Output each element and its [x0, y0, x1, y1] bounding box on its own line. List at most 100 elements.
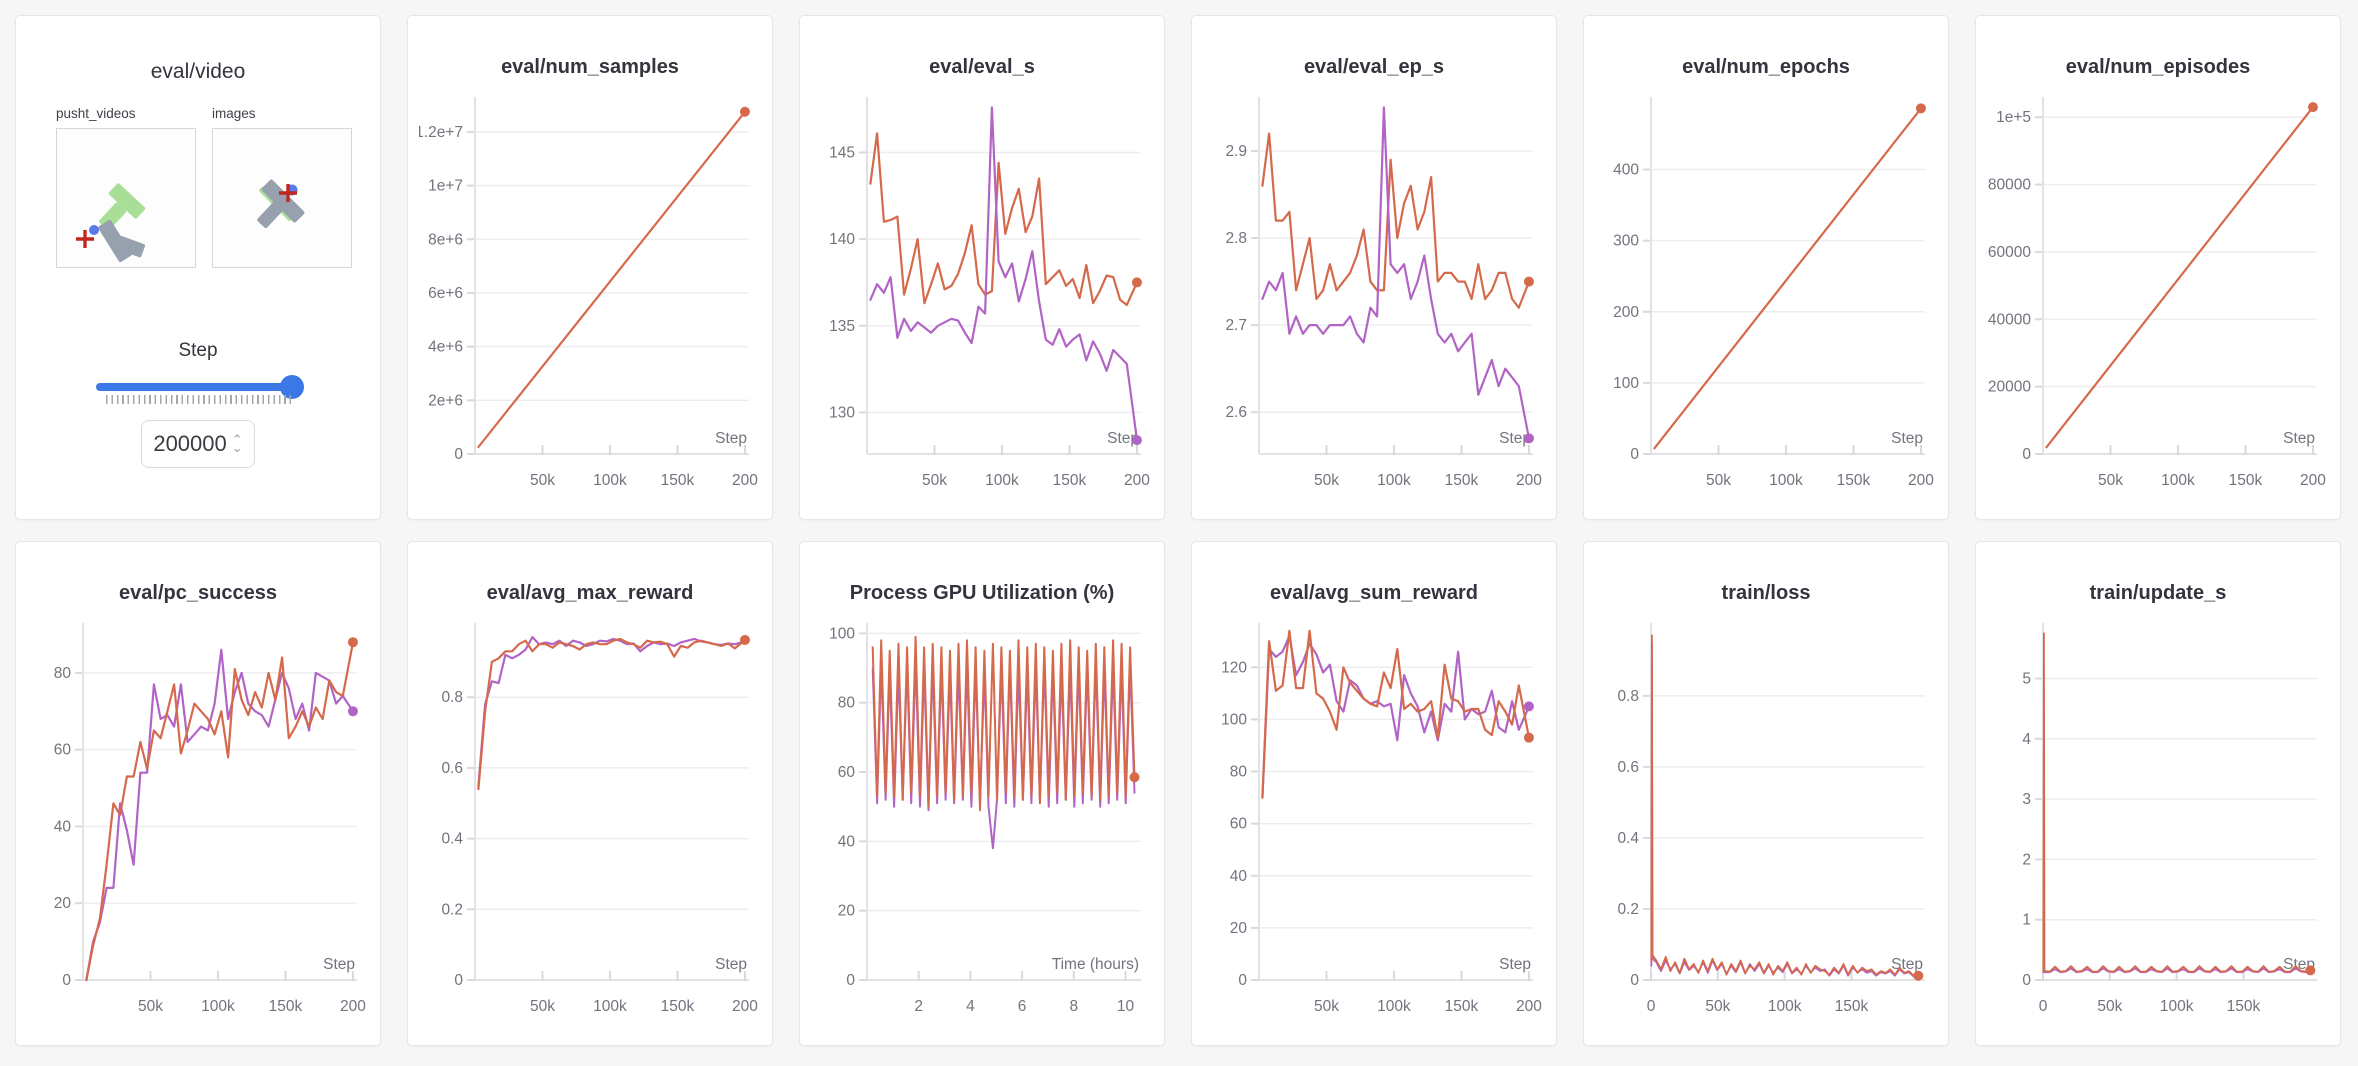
chart-canvas-eval-eval-ep-s[interactable]: 2.6 2.7 2.8 2.9 50k 100k 150k 200 Step [1203, 83, 1545, 508]
step-input-box[interactable]: 200000 ⌃ ⌄ [141, 420, 255, 468]
agent-dot [89, 225, 99, 235]
stepper-up-icon[interactable]: ⌃ [231, 432, 243, 447]
svg-text:2: 2 [914, 998, 923, 1015]
svg-text:0: 0 [62, 972, 71, 989]
svg-text:0.2: 0.2 [1617, 901, 1639, 918]
svg-text:400: 400 [1613, 162, 1639, 179]
svg-text:50k: 50k [1705, 998, 1730, 1015]
svg-text:4: 4 [966, 998, 975, 1015]
svg-text:0.4: 0.4 [441, 831, 463, 848]
svg-text:3: 3 [2022, 791, 2031, 808]
svg-text:50k: 50k [530, 472, 555, 489]
svg-text:100k: 100k [1377, 472, 1411, 489]
svg-text:Step: Step [1499, 430, 1531, 447]
svg-text:120: 120 [1221, 659, 1247, 676]
svg-text:8: 8 [1069, 998, 1078, 1015]
chart-canvas-eval-num-episodes[interactable]: 0 20000 40000 60000 80000 1e+5 50k 100k 150k 200 S… [1987, 83, 2329, 508]
chart-title: eval/num_samples [501, 56, 679, 78]
svg-text:100k: 100k [201, 998, 235, 1015]
chart-canvas-eval-pc-success[interactable]: 0 20 40 60 80 50k 100k 150k 200 Step [27, 609, 369, 1034]
svg-text:0.2: 0.2 [441, 901, 463, 918]
svg-text:0: 0 [1238, 972, 1247, 989]
svg-text:60: 60 [1230, 816, 1248, 833]
svg-text:2e+6: 2e+6 [428, 392, 463, 409]
svg-text:150k: 150k [1053, 472, 1087, 489]
svg-text:Step: Step [715, 430, 747, 447]
chart-canvas-train-update-s[interactable]: 0 1 2 3 4 5 0 50k 100k 150k Step [1987, 609, 2329, 1034]
panel-eval-eval-s: eval/eval_s 130 135 140 145 50k 100k 150k 200 St… [799, 15, 1165, 520]
svg-text:2.8: 2.8 [1225, 230, 1247, 247]
svg-text:100k: 100k [2160, 998, 2194, 1015]
media-item: images [212, 106, 352, 268]
chart-canvas-eval-num-samples[interactable]: 0 2e+6 4e+6 6e+6 8e+6 1e+7 1.2e+7 50k 100k 150k 20… [419, 83, 761, 508]
svg-text:2.9: 2.9 [1225, 143, 1247, 160]
stepper-down-icon[interactable]: ⌄ [231, 440, 243, 455]
svg-text:200: 200 [340, 998, 366, 1015]
svg-text:50k: 50k [1706, 472, 1731, 489]
svg-text:135: 135 [829, 318, 855, 335]
panel-title: eval/video [150, 60, 246, 83]
svg-text:40000: 40000 [1988, 311, 2031, 328]
panel-train-update-s: train/update_s 0 1 2 3 4 5 0 50k 100k 150k Step [1975, 541, 2341, 1046]
panel-eval-avg-sum-reward: eval/avg_sum_reward 0 20 40 60 80 100 120 50k 10… [1191, 541, 1557, 1046]
svg-text:Step: Step [1891, 430, 1923, 447]
images-preview [257, 179, 305, 229]
svg-text:0.6: 0.6 [1617, 759, 1639, 776]
svg-text:0: 0 [1630, 972, 1639, 989]
panel-eval-num-epochs: eval/num_epochs 0 100 200 300 400 50k 100k 150k… [1583, 15, 1949, 520]
svg-text:1: 1 [2022, 912, 2031, 929]
svg-text:Step: Step [1891, 956, 1923, 973]
svg-text:150k: 150k [661, 998, 695, 1015]
media-item: pusht_videos [56, 106, 196, 268]
svg-text:50k: 50k [922, 472, 947, 489]
svg-text:1e+7: 1e+7 [428, 178, 463, 195]
chart-title: eval/num_epochs [1682, 56, 1850, 78]
svg-text:100k: 100k [1377, 998, 1411, 1015]
step-slider[interactable] [96, 374, 304, 404]
svg-text:20000: 20000 [1988, 379, 2031, 396]
images-thumbnail[interactable] [212, 128, 352, 268]
chart-canvas-eval-avg-sum-reward[interactable]: 0 20 40 60 80 100 120 50k 100k 150k 200 Step [1203, 609, 1545, 1034]
svg-text:100k: 100k [1769, 472, 1803, 489]
svg-text:0.8: 0.8 [441, 689, 463, 706]
svg-text:0: 0 [2039, 998, 2048, 1015]
svg-text:40: 40 [838, 833, 856, 850]
chart-canvas-train-loss[interactable]: 0 0.2 0.4 0.6 0.8 0 50k 100k 150k Step [1595, 609, 1937, 1034]
svg-text:2.6: 2.6 [1225, 404, 1247, 421]
svg-text:20: 20 [54, 895, 72, 912]
svg-text:200: 200 [1124, 472, 1150, 489]
svg-text:100k: 100k [593, 472, 627, 489]
media-label: images [212, 106, 256, 121]
step-input[interactable]: 200000 [153, 431, 227, 456]
svg-text:150k: 150k [1445, 998, 1479, 1015]
stepper-icons: ⌃ ⌄ [231, 432, 243, 455]
pusht-videos-thumbnail[interactable] [56, 128, 196, 268]
panel-process-gpu-utilization: Process GPU Utilization (%) 0 20 40 60 80 100… [799, 541, 1165, 1046]
svg-text:200: 200 [1613, 304, 1639, 321]
svg-text:50k: 50k [1314, 998, 1339, 1015]
svg-text:6e+6: 6e+6 [428, 285, 463, 302]
svg-text:4: 4 [2022, 731, 2031, 748]
svg-text:20: 20 [1230, 920, 1248, 937]
svg-text:145: 145 [829, 144, 855, 161]
chart-canvas-eval-num-epochs[interactable]: 0 100 200 300 400 50k 100k 150k 200 Step [1595, 83, 1937, 508]
chart-canvas-gpu-utilization[interactable]: 0 20 40 60 80 100 2 4 6 8 10 Time (hours) [811, 609, 1153, 1034]
panel-eval-avg-max-reward: eval/avg_max_reward 0 0.2 0.4 0.6 0.8 50k 100k… [407, 541, 773, 1046]
chart-canvas-eval-avg-max-reward[interactable]: 0 0.2 0.4 0.6 0.8 50k 100k 150k 200 Step [419, 609, 761, 1034]
svg-text:0: 0 [1630, 446, 1639, 463]
svg-text:20: 20 [838, 903, 856, 920]
svg-text:200: 200 [732, 998, 758, 1015]
svg-text:50k: 50k [530, 998, 555, 1015]
svg-text:50k: 50k [138, 998, 163, 1015]
media-label: pusht_videos [56, 106, 136, 121]
svg-text:100: 100 [1613, 375, 1639, 392]
svg-text:1.2e+7: 1.2e+7 [419, 124, 463, 141]
chart-title: eval/pc_success [119, 582, 277, 604]
svg-text:150k: 150k [1837, 472, 1871, 489]
svg-text:0.4: 0.4 [1617, 830, 1639, 847]
slider-track[interactable] [96, 383, 300, 391]
svg-text:100k: 100k [593, 998, 627, 1015]
svg-text:80: 80 [838, 695, 856, 712]
chart-canvas-eval-eval-s[interactable]: 130 135 140 145 50k 100k 150k 200 Step [811, 83, 1153, 508]
